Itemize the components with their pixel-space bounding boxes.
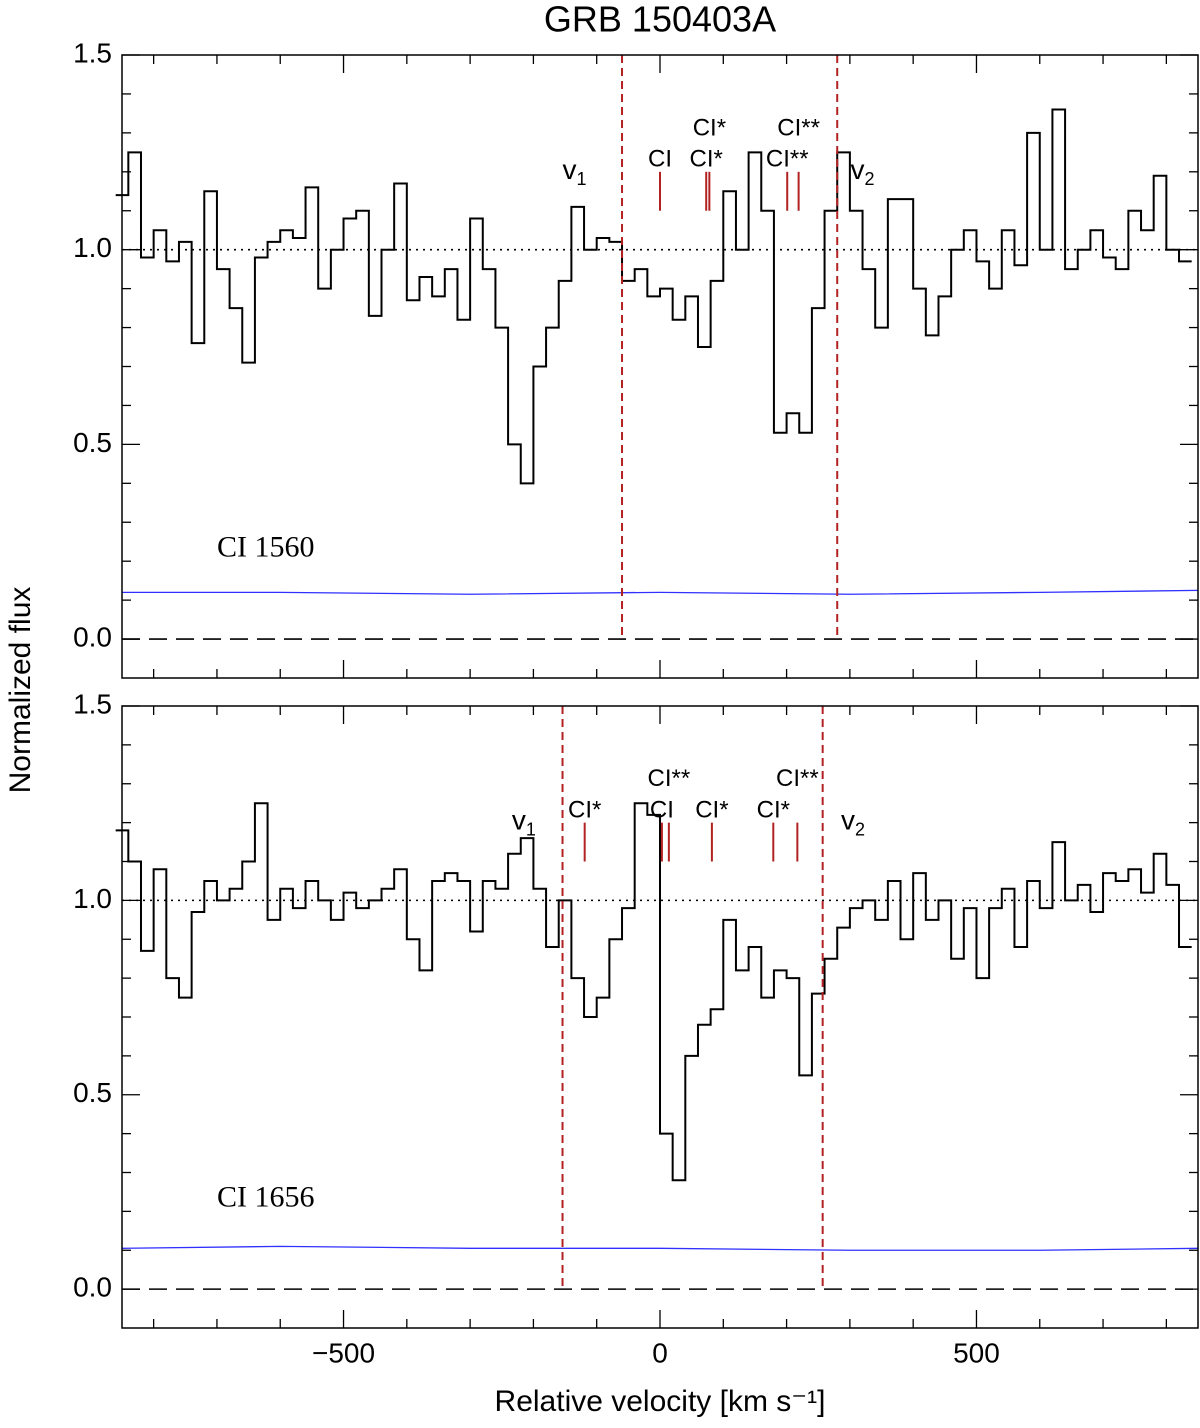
transition-label: CI* — [757, 796, 790, 823]
panel-label: CI 1656 — [217, 1181, 314, 1214]
velocity-symbol: v — [841, 805, 855, 836]
velocity-subscript: 1 — [577, 169, 587, 189]
transition-label: CI — [648, 145, 672, 172]
y-tick-label: 1.5 — [73, 37, 112, 68]
flux-spectrum — [115, 108, 1192, 485]
transition-label: CI** — [766, 145, 809, 172]
velocity-symbol: v — [512, 805, 526, 836]
x-axis-label: Relative velocity [km s⁻¹] — [495, 1385, 826, 1418]
y-tick-label: 1.0 — [73, 232, 112, 263]
transition-label: CI* — [568, 796, 601, 823]
transition-label: CI* — [693, 114, 726, 141]
velocity-limit-label: v2 — [851, 154, 875, 188]
panel-label: CI 1560 — [217, 530, 314, 563]
error-spectrum — [121, 1245, 1199, 1251]
plot-frame — [121, 705, 1199, 1329]
x-tick-label: 0 — [652, 1337, 668, 1368]
transition-label: CI** — [777, 114, 820, 141]
error-spectrum — [122, 589, 1199, 595]
y-tick-label: 1.0 — [73, 883, 112, 914]
velocity-limit-label: v1 — [512, 805, 536, 839]
plot-frame — [121, 54, 1199, 679]
y-tick-label: 0.5 — [73, 1077, 112, 1108]
x-tick-label: 500 — [953, 1337, 1000, 1368]
transition-label: CI — [650, 796, 674, 823]
transition-label: CI* — [690, 145, 723, 172]
figure-title: GRB 150403A — [544, 0, 776, 40]
y-axis-label: Normalized flux — [4, 587, 37, 794]
velocity-subscript: 2 — [855, 819, 865, 839]
transition-label: CI* — [695, 796, 728, 823]
y-tick-label: 0.0 — [73, 1272, 112, 1303]
velocity-subscript: 2 — [865, 169, 875, 189]
velocity-symbol: v — [851, 154, 865, 185]
velocity-limit-label: v1 — [563, 154, 587, 188]
x-tick-label: −500 — [312, 1337, 375, 1368]
velocity-symbol: v — [563, 154, 577, 185]
velocity-subscript: 1 — [526, 819, 536, 839]
velocity-limit-label: v2 — [841, 805, 865, 839]
y-tick-label: 0.5 — [73, 427, 112, 458]
transition-label: CI** — [648, 765, 691, 792]
y-tick-label: 1.5 — [73, 688, 112, 719]
transition-label: CI** — [776, 765, 819, 792]
y-tick-label: 0.0 — [73, 621, 112, 652]
flux-spectrum — [115, 802, 1192, 1182]
